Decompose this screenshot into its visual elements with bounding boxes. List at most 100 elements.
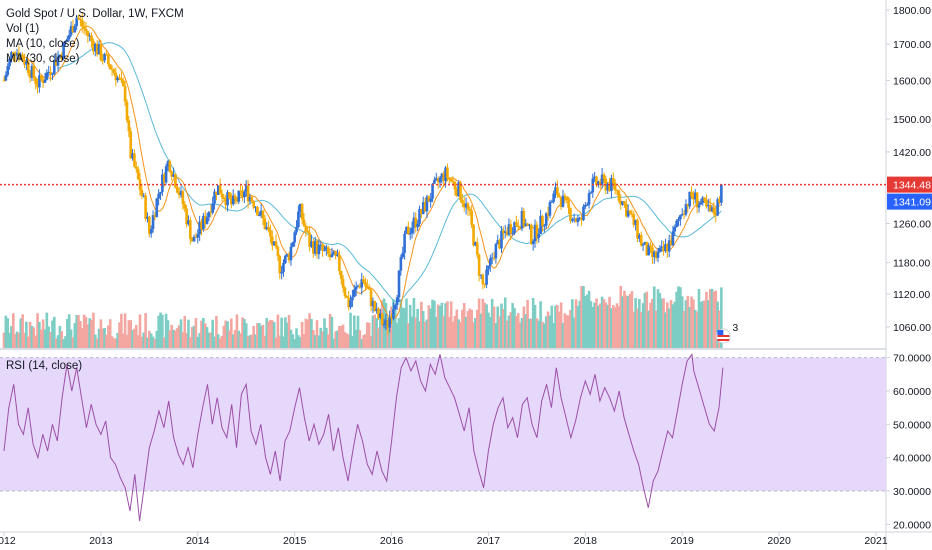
candle-body[interactable] bbox=[671, 231, 675, 246]
candle-body[interactable] bbox=[45, 72, 49, 80]
candle-body[interactable] bbox=[451, 181, 455, 183]
indicator-ma30[interactable]: MA (30, close) bbox=[6, 53, 80, 65]
candle-body[interactable] bbox=[140, 190, 144, 196]
candle-body[interactable] bbox=[32, 65, 36, 78]
candle-body[interactable] bbox=[373, 300, 377, 312]
candle-body[interactable] bbox=[315, 240, 319, 255]
candle-body[interactable] bbox=[323, 249, 326, 251]
candle-body[interactable] bbox=[209, 211, 213, 213]
candle-body[interactable] bbox=[457, 182, 460, 196]
candle-body[interactable] bbox=[86, 31, 90, 36]
candle-body[interactable] bbox=[485, 269, 488, 285]
candle-body[interactable] bbox=[505, 231, 509, 235]
candle-body[interactable] bbox=[366, 286, 369, 289]
candle-body[interactable] bbox=[267, 226, 270, 230]
candle-body[interactable] bbox=[414, 217, 418, 228]
candle-body[interactable] bbox=[367, 288, 371, 290]
candle-body[interactable] bbox=[243, 191, 246, 198]
candle-body[interactable] bbox=[237, 190, 241, 202]
candle-body[interactable] bbox=[265, 226, 269, 230]
candle-body[interactable] bbox=[511, 233, 514, 235]
candle-body[interactable] bbox=[645, 242, 649, 256]
candle-body[interactable] bbox=[58, 54, 62, 57]
candle-body[interactable] bbox=[194, 236, 198, 238]
candle-body[interactable] bbox=[82, 26, 86, 29]
candle-body[interactable] bbox=[615, 190, 619, 192]
candle-body[interactable] bbox=[416, 223, 419, 228]
candle-body[interactable] bbox=[15, 52, 19, 56]
candle-body[interactable] bbox=[278, 256, 282, 274]
candle-body[interactable] bbox=[38, 75, 41, 88]
candle-body[interactable] bbox=[2, 80, 6, 82]
candle-body[interactable] bbox=[390, 317, 393, 319]
indicator-vol[interactable]: Vol (1) bbox=[6, 23, 40, 35]
candle-body[interactable] bbox=[39, 75, 43, 80]
candle-body[interactable] bbox=[216, 185, 220, 195]
candle-body[interactable] bbox=[190, 238, 194, 242]
candle-body[interactable] bbox=[462, 203, 466, 208]
ma30-line[interactable] bbox=[57, 42, 722, 303]
candle-body[interactable] bbox=[343, 287, 347, 297]
candle-body[interactable] bbox=[567, 200, 570, 208]
candle-body[interactable] bbox=[630, 213, 634, 215]
candle-body[interactable] bbox=[118, 77, 121, 79]
candle-body[interactable] bbox=[455, 189, 459, 196]
candle-body[interactable] bbox=[546, 213, 550, 216]
candle-body[interactable] bbox=[412, 217, 416, 228]
candle-body[interactable] bbox=[531, 241, 535, 244]
candle-body[interactable] bbox=[654, 251, 658, 258]
candle-body[interactable] bbox=[62, 42, 65, 60]
candle-body[interactable] bbox=[276, 247, 280, 257]
candle-body[interactable] bbox=[464, 203, 468, 208]
candle-body[interactable] bbox=[550, 201, 554, 203]
candle-body[interactable] bbox=[386, 320, 390, 328]
candle-body[interactable] bbox=[664, 244, 667, 251]
candle-body[interactable] bbox=[690, 191, 693, 197]
candle-body[interactable] bbox=[703, 197, 706, 202]
candle-body[interactable] bbox=[304, 225, 308, 231]
candle-body[interactable] bbox=[285, 253, 289, 256]
candle-body[interactable] bbox=[56, 56, 60, 66]
candle-body[interactable] bbox=[597, 181, 600, 186]
candle-body[interactable] bbox=[705, 201, 708, 207]
price-line-tag[interactable] bbox=[887, 176, 932, 193]
candle-body[interactable] bbox=[369, 289, 373, 307]
candle-body[interactable] bbox=[129, 131, 133, 159]
candle-body[interactable] bbox=[28, 72, 32, 78]
candle-body[interactable] bbox=[695, 192, 699, 208]
candle-body[interactable] bbox=[470, 210, 473, 225]
candle-body[interactable] bbox=[563, 195, 567, 197]
candle-body[interactable] bbox=[466, 203, 470, 209]
candle-body[interactable] bbox=[157, 193, 160, 199]
candle-body[interactable] bbox=[125, 101, 129, 121]
candle-body[interactable] bbox=[263, 218, 267, 230]
candle-body[interactable] bbox=[420, 208, 423, 214]
candle-body[interactable] bbox=[569, 207, 572, 221]
candle-body[interactable] bbox=[95, 43, 99, 55]
candle-body[interactable] bbox=[200, 221, 203, 230]
candle-body[interactable] bbox=[539, 215, 542, 234]
candle-body[interactable] bbox=[552, 193, 555, 202]
candle-body[interactable] bbox=[429, 198, 432, 202]
candle-body[interactable] bbox=[720, 184, 723, 203]
candle-body[interactable] bbox=[155, 198, 159, 217]
candle-body[interactable] bbox=[477, 254, 481, 276]
candle-body[interactable] bbox=[584, 204, 587, 207]
candle-body[interactable] bbox=[679, 215, 682, 220]
candle-body[interactable] bbox=[393, 304, 397, 310]
candle-body[interactable] bbox=[313, 240, 317, 254]
candle-body[interactable] bbox=[51, 73, 54, 75]
candle-body[interactable] bbox=[108, 64, 112, 70]
candle-body[interactable] bbox=[666, 244, 669, 252]
candle-body[interactable] bbox=[468, 208, 472, 211]
candle-body[interactable] bbox=[254, 206, 257, 208]
candle-body[interactable] bbox=[97, 44, 101, 55]
candle-body[interactable] bbox=[142, 195, 146, 197]
candle-body[interactable] bbox=[410, 227, 414, 234]
candle-body[interactable] bbox=[380, 313, 384, 325]
candle-body[interactable] bbox=[574, 218, 578, 222]
candle-body[interactable] bbox=[90, 35, 93, 42]
candle-body[interactable] bbox=[64, 40, 67, 43]
candle-body[interactable] bbox=[544, 213, 548, 226]
candle-body[interactable] bbox=[110, 69, 114, 71]
